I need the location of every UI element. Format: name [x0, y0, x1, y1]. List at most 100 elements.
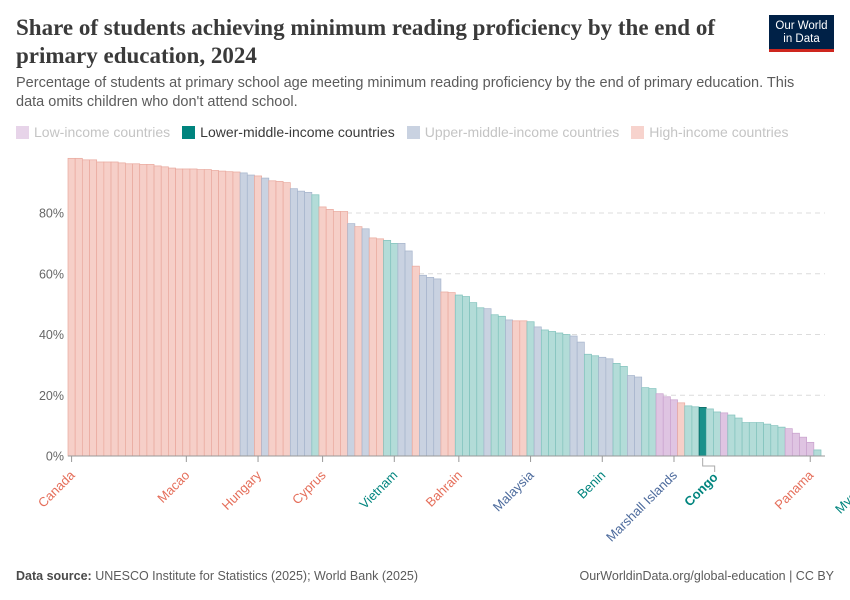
legend-item-upper-middle-income[interactable]: Upper-middle-income countries — [406, 124, 620, 140]
bar — [268, 180, 277, 457]
bar — [691, 406, 700, 457]
bar — [347, 223, 356, 457]
legend-swatch-icon — [631, 125, 645, 139]
footer-license[interactable]: OurWorldinData.org/global-education | CC… — [579, 569, 834, 583]
source-text: UNESCO Institute for Statistics (2025); … — [95, 569, 419, 583]
bar — [662, 396, 671, 457]
bar — [763, 423, 772, 457]
bar — [505, 319, 513, 457]
bar — [383, 239, 392, 457]
bar — [74, 157, 83, 457]
bar — [705, 408, 714, 457]
label-leader-line — [702, 458, 716, 472]
bar — [519, 320, 528, 457]
bar — [246, 174, 255, 457]
bar — [770, 425, 779, 457]
logo-line-1: Our World — [775, 20, 828, 32]
bar — [411, 265, 420, 457]
bar — [641, 387, 650, 457]
legend-label: High-income countries — [649, 124, 789, 140]
bar — [713, 411, 721, 457]
bar — [96, 161, 105, 457]
x-tick-label: Benin — [574, 468, 608, 502]
bar — [497, 315, 506, 457]
x-tick-label: Congo — [681, 469, 721, 509]
bar — [562, 334, 571, 457]
bar — [297, 190, 306, 457]
bar — [655, 393, 664, 457]
bar — [612, 363, 621, 457]
bar — [218, 170, 227, 457]
bar — [619, 366, 628, 457]
y-tick-label: 0% — [46, 450, 64, 464]
bar — [426, 277, 435, 457]
bar — [462, 296, 470, 457]
bar — [211, 170, 219, 457]
bar — [282, 182, 291, 457]
owid-logo[interactable]: Our World in Data — [769, 15, 834, 52]
bar — [81, 159, 90, 457]
bar — [361, 228, 370, 457]
bar — [376, 238, 384, 457]
source-label: Data source: — [16, 569, 92, 583]
legend-label: Upper-middle-income countries — [424, 124, 620, 140]
bar — [569, 335, 578, 457]
bar — [540, 329, 549, 457]
bar — [153, 165, 162, 457]
legend-item-high-income[interactable]: High-income countries — [631, 124, 789, 140]
y-tick-label: 20% — [39, 389, 64, 403]
x-tick-label: Hungary — [219, 467, 265, 513]
bar — [354, 226, 363, 457]
legend-label: Low-income countries — [34, 124, 171, 140]
bar — [332, 211, 341, 457]
bar — [203, 169, 212, 457]
x-tick-label: Cyprus — [289, 467, 329, 507]
bar — [304, 191, 313, 457]
bar — [103, 161, 112, 457]
y-tick-label: 80% — [39, 207, 64, 221]
x-tick-label: Canada — [35, 467, 78, 510]
bar — [605, 358, 614, 457]
bar — [784, 428, 793, 457]
bar — [734, 417, 743, 457]
bar — [139, 164, 148, 457]
legend-label: Lower-middle-income countries — [200, 124, 395, 140]
bar — [591, 355, 600, 457]
bar — [806, 441, 815, 457]
bar — [791, 432, 800, 457]
bar — [110, 161, 119, 457]
bar — [555, 332, 564, 457]
bar — [368, 237, 377, 457]
bar — [533, 326, 542, 457]
bar — [454, 294, 463, 457]
y-tick-label: 60% — [39, 267, 64, 281]
x-tick-label: Bahrain — [423, 468, 465, 510]
bar — [390, 243, 399, 457]
bar — [720, 412, 729, 457]
bar — [419, 274, 427, 457]
legend-item-lower-middle-income[interactable]: Lower-middle-income countries — [182, 124, 395, 140]
bar — [677, 402, 686, 457]
bar — [627, 375, 635, 457]
legend-swatch-icon — [182, 125, 196, 139]
bar — [289, 188, 298, 457]
bar — [483, 308, 492, 457]
legend: Low-income countries Lower-middle-income… — [16, 122, 801, 142]
bar — [799, 436, 808, 457]
legend-swatch-icon — [16, 125, 29, 139]
bar — [261, 177, 270, 457]
bar — [476, 307, 485, 457]
x-tick-label: Macao — [154, 468, 192, 506]
bar — [670, 399, 678, 457]
logo-line-2: in Data — [783, 33, 820, 45]
bar — [648, 388, 657, 457]
x-tick-label: Malaysia — [490, 467, 537, 514]
bar — [598, 356, 607, 457]
logo-accent-bar — [769, 49, 834, 52]
bar — [748, 422, 757, 457]
bar — [777, 426, 786, 457]
bar — [684, 405, 693, 457]
bar-chart: 0% 20% 40% 60% 80% Canada Macao Hungary Cyprus Vi… — [35, 157, 850, 545]
legend-item-low-income[interactable]: Low-income countries — [16, 124, 170, 140]
bar — [275, 181, 284, 457]
